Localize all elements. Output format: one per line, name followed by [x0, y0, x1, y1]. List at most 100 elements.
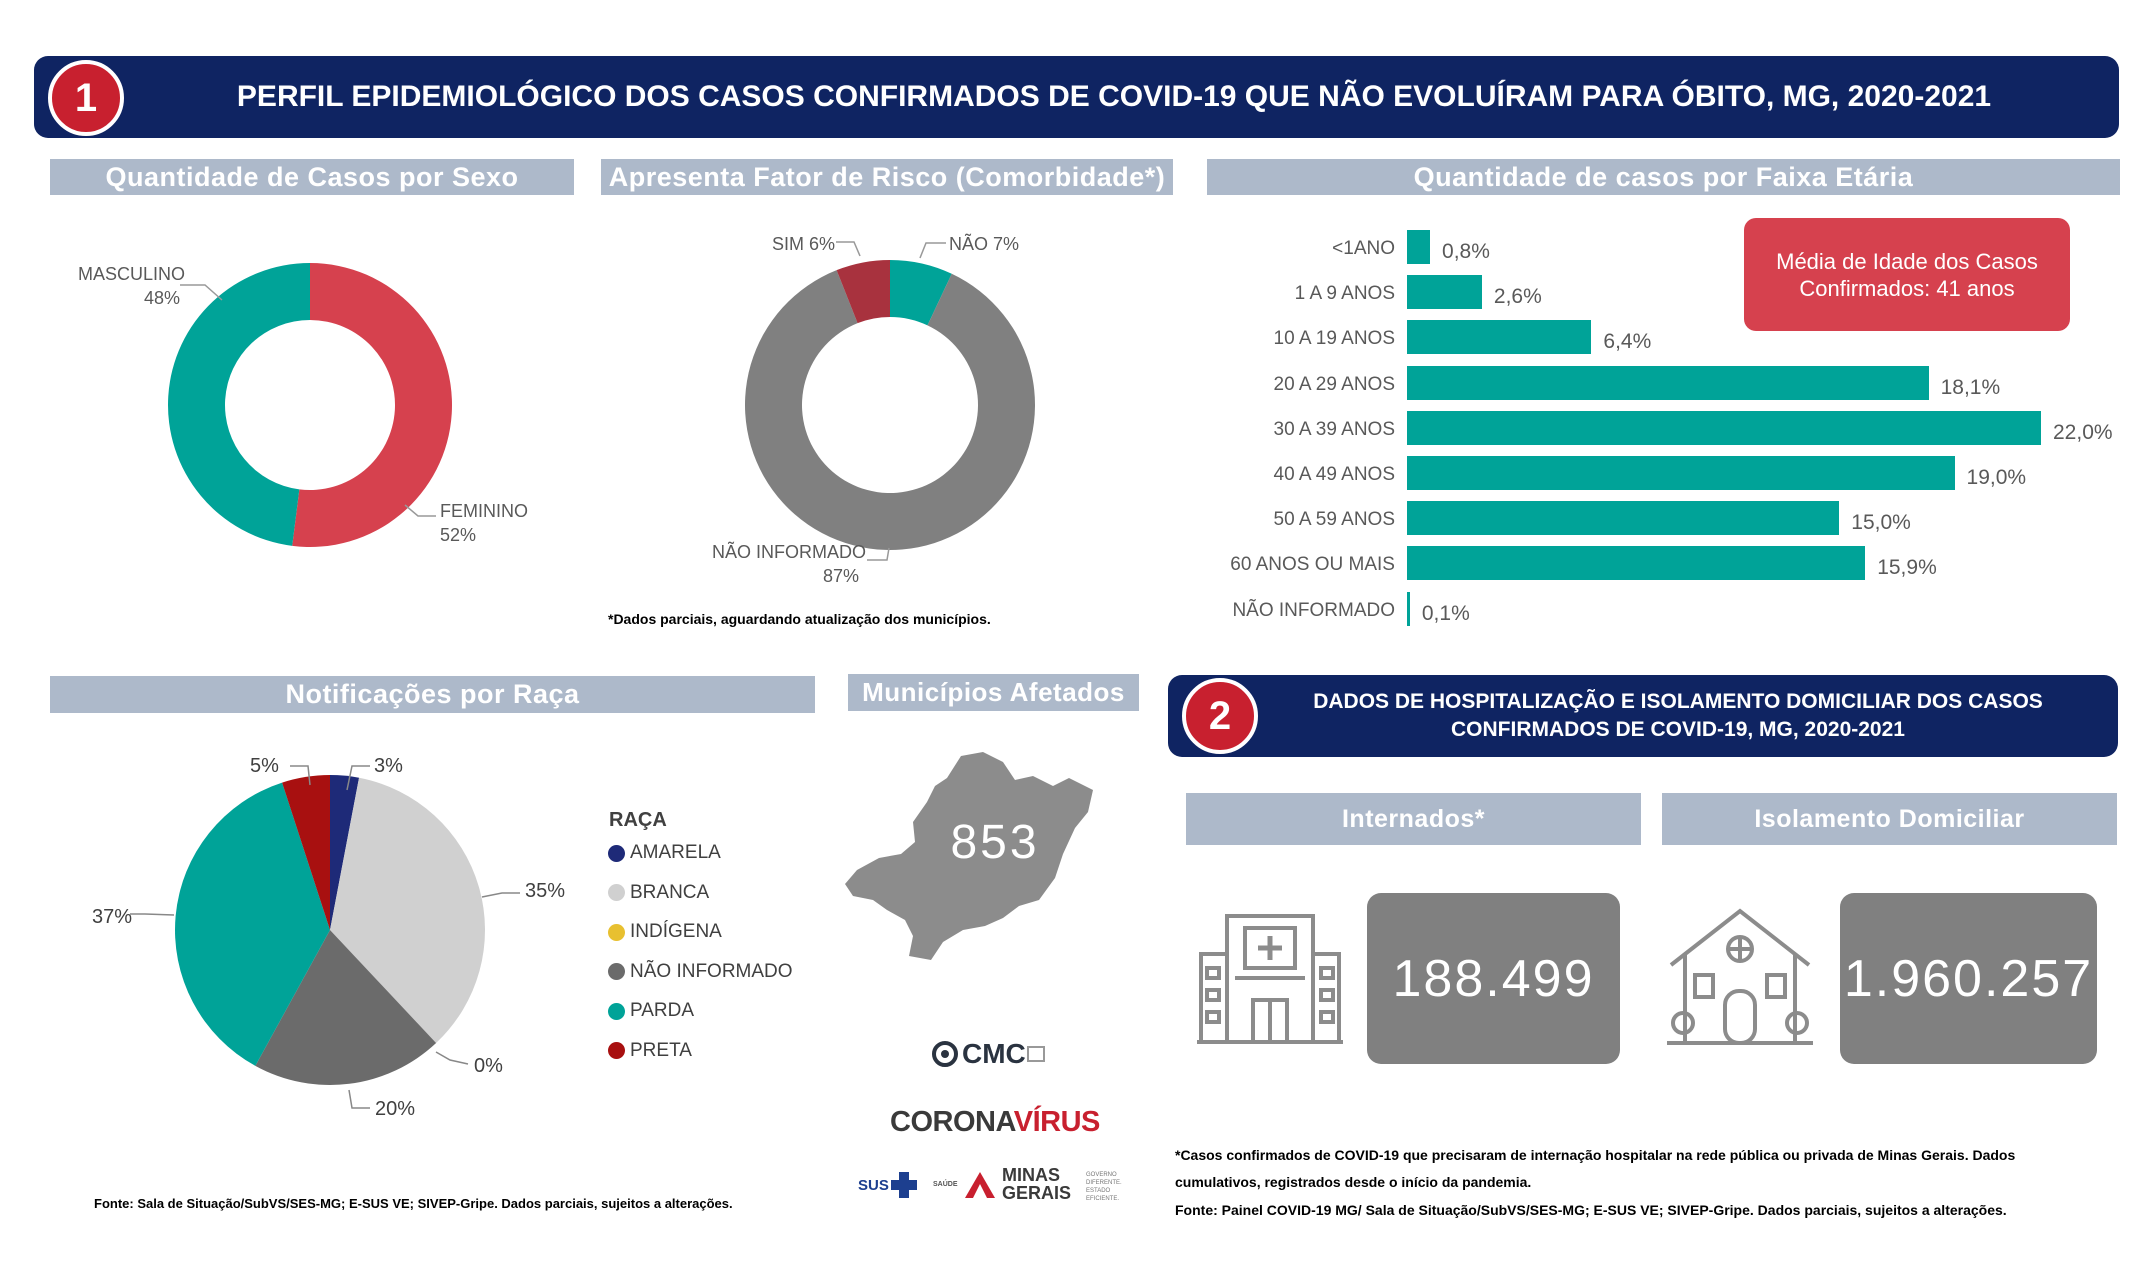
- sexo-label-masculino-pct: 48%: [144, 288, 181, 308]
- raca-legend-swatch: [608, 923, 625, 941]
- faixa-bar: [1407, 320, 1592, 355]
- slice-feminino: [292, 263, 452, 547]
- faixa-category-label: 60 ANOS OU MAIS: [1230, 554, 1395, 576]
- municipios-title: Municípios Afetados: [848, 674, 1139, 711]
- sexo-leader-masculino: [180, 284, 223, 301]
- risco-label-nao-informado-pct: 87%: [823, 566, 860, 586]
- isolamento-value: 1.960.257: [1840, 893, 2097, 1064]
- raca-legend-title: RAÇA: [609, 809, 667, 831]
- faixa-bar: [1407, 230, 1431, 264]
- faixa-category-label: NÃO INFORMADO: [1232, 599, 1395, 621]
- risco-sim-pct: 6%: [809, 234, 836, 254]
- slice-não-informado: [745, 270, 1035, 550]
- minas-gerais-logo-text: MINAS GERAIS: [1002, 1166, 1071, 1202]
- section-2-title-line1: DADOS DE HOSPITALIZAÇÃO E ISOLAMENTO DOM…: [1313, 690, 2043, 713]
- slice-não-informado: [255, 930, 437, 1085]
- cmc-logo-icon: [932, 1041, 958, 1067]
- faixa-category-label: 1 A 9 ANOS: [1294, 283, 1395, 305]
- municipios-value: 853: [950, 816, 1040, 869]
- slice-parda: [175, 782, 330, 1066]
- sexo-donut-chart: [167, 263, 452, 547]
- note-2-line3: Fonte: Painel COVID-19 MG/ Sala de Situa…: [1175, 1202, 2007, 1218]
- raca-slice-label-nao-informado: 20%: [375, 1098, 416, 1120]
- faixa-bar: [1407, 275, 1482, 310]
- section-2-title: DADOS DE HOSPITALIZAÇÃO E ISOLAMENTO DOM…: [1258, 675, 2098, 757]
- sexo-chart-title: Quantidade de Casos por Sexo: [50, 159, 574, 195]
- section-1-badge: 1: [48, 60, 124, 136]
- faixa-value-label: 19,0%: [1966, 466, 2027, 489]
- slice-preta: [282, 775, 330, 930]
- risco-nao-name: NÃO: [949, 234, 989, 254]
- corona-logo-text: CORONA: [890, 1106, 1014, 1138]
- sexo-label-feminino-pct: 52%: [440, 525, 477, 545]
- risco-leader-nao: [919, 242, 946, 259]
- raca-legend-label: PRETA: [630, 1039, 692, 1061]
- cmc-logo-text: CMC: [962, 1038, 1026, 1069]
- risco-nao-pct: 7%: [993, 234, 1020, 254]
- faixa-value-label: 22,0%: [2053, 420, 2113, 444]
- sus-cross-icon: [890, 1172, 917, 1198]
- note-2-line1: *Casos confirmados de COVID-19 que preci…: [1175, 1147, 2016, 1163]
- sexo-label-feminino-name: FEMININO: [440, 501, 528, 521]
- raca-legend-label: INDÍGENA: [630, 921, 722, 942]
- raca-legend-swatch: [608, 963, 625, 980]
- raca-legend-item: PRETA: [608, 1040, 692, 1062]
- slice-não: [890, 260, 952, 326]
- faixa-category-label: <1ANO: [1332, 238, 1395, 259]
- section-1-title: PERFIL EPIDEMIOLÓGICO DOS CASOS CONFIRMA…: [236, 80, 1992, 113]
- media-idade-box: Média de Idade dos Casos Confirmados: 41…: [1744, 218, 2070, 331]
- raca-legend-swatch: [608, 884, 625, 901]
- risco-sim-name: SIM: [772, 234, 805, 254]
- sexo-label-masculino-name: MASCULINO: [78, 264, 186, 284]
- faixa-value-label: 0,8%: [1442, 240, 1490, 263]
- virus-logo-text: VÍRUS: [1013, 1106, 1101, 1138]
- minas-text: MINAS: [1002, 1165, 1060, 1185]
- sexo-leader-feminino: [404, 504, 436, 517]
- media-idade-text: Média de Idade dos Casos Confirmados: 41…: [1776, 248, 2038, 301]
- faixa-bar: [1407, 591, 1410, 626]
- sus-logo: SUS: [858, 1170, 919, 1200]
- risco-label-sim: SIM 6%: [772, 234, 835, 255]
- saude-label: SAÚDE: [933, 1181, 958, 1188]
- sus-logo-text: SUS: [858, 1176, 889, 1194]
- risco-leader-nao-informado: [867, 547, 890, 561]
- raca-legend-swatch: [608, 1042, 625, 1059]
- faixa-category-label: 50 A 59 ANOS: [1273, 509, 1395, 531]
- raca-slice-label-amarela: 3%: [374, 755, 403, 777]
- faixa-category-label: 10 A 19 ANOS: [1273, 328, 1395, 350]
- risco-donut-chart: [745, 260, 1035, 550]
- raca-legend-item: BRANCA: [608, 882, 709, 904]
- raca-legend-label: NÃO INFORMADO: [630, 960, 793, 982]
- minas-gerais-logo-icon: [965, 1172, 995, 1198]
- faixa-bar: [1407, 546, 1866, 581]
- faixa-value-label: 18,1%: [1940, 375, 2001, 399]
- faixa-bar: [1407, 456, 1955, 490]
- risco-leader-sim: [836, 241, 861, 257]
- raca-legend-label: BRANCA: [630, 881, 710, 903]
- faixa-category-label: 30 A 39 ANOS: [1273, 418, 1395, 440]
- raca-slice-label-preta: 5%: [250, 755, 279, 777]
- slice-amarela: [330, 775, 360, 930]
- faixa-category-label: 40 A 49 ANOS: [1273, 464, 1395, 485]
- raca-legend-item: INDÍGENA: [608, 921, 722, 943]
- raca-legend-item: AMARELA: [608, 842, 721, 864]
- internados-value: 188.499: [1367, 893, 1620, 1064]
- hospital-icon: [1197, 914, 1343, 1044]
- raca-legend-label: AMARELA: [630, 842, 721, 863]
- faixa-value-label: 15,9%: [1877, 556, 1937, 580]
- section-2-badge: 2: [1182, 678, 1258, 754]
- note-2-line2: cumulativos, registrados desde o início …: [1175, 1174, 1532, 1190]
- raca-chart-title: Notificações por Raça: [50, 676, 815, 713]
- governo-slogan: GOVERNO DIFERENTE. ESTADO EFICIENTE.: [1086, 1172, 1122, 1202]
- section-2-banner: DADOS DE HOSPITALIZAÇÃO E ISOLAMENTO DOM…: [1168, 675, 2118, 757]
- internados-title: Internados*: [1186, 793, 1641, 845]
- faixa-bar: [1407, 501, 1840, 536]
- raca-legend-label: PARDA: [630, 1000, 695, 1021]
- slice-sim: [836, 260, 890, 324]
- faixa-value-label: 15,0%: [1851, 511, 1911, 535]
- faixa-value-label: 2,6%: [1493, 285, 1542, 309]
- house-icon: [1667, 908, 1813, 1045]
- raca-slice-label-branca: 35%: [525, 880, 566, 902]
- raca-legend-item: PARDA: [608, 1000, 694, 1022]
- corona-virus-logo: CORONAVÍRUS: [890, 1106, 1100, 1139]
